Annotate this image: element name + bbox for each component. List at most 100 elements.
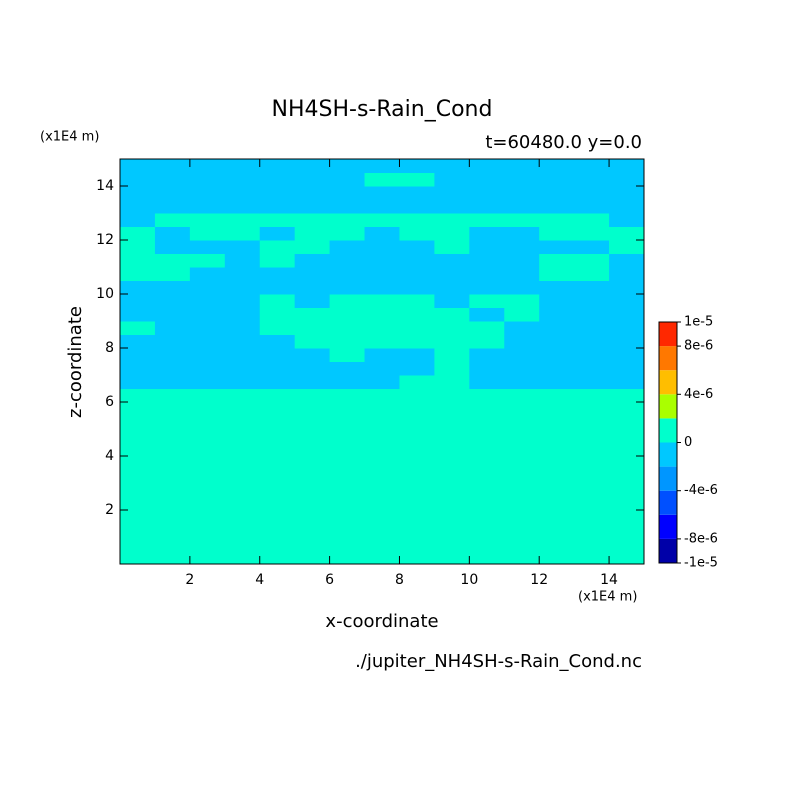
contour-cell [189,159,226,173]
contour-cell [434,280,470,295]
contour-cell [259,348,296,362]
contour-cell [259,240,296,254]
contour-cell [224,442,261,457]
contour-cell [189,240,226,254]
contour-cell [469,348,505,362]
contour-cell [504,429,540,443]
contour-cell [504,172,540,187]
contour-cell [574,240,610,254]
contour-cell [259,267,296,281]
contour-cell [154,280,191,295]
contour-cell [364,294,400,308]
colorbar-segment [659,394,677,419]
contour-cell [434,388,470,403]
contour-cell [120,415,156,430]
contour-cell [469,307,505,322]
contour-cell [294,483,331,497]
contour-cell [609,402,645,416]
contour-cell [224,348,261,362]
contour-cell [224,240,261,254]
contour-cell [434,510,470,524]
contour-cell [504,294,540,308]
contour-cell [329,442,366,457]
contour-cell [259,429,296,443]
contour-cell [224,361,261,376]
contour-cell [399,550,435,565]
contour-cell [574,280,610,295]
contour-cell [294,294,331,308]
contour-cell [120,294,156,308]
contour-cell [364,186,400,200]
contour-cell [539,537,575,551]
contour-cell [364,226,400,241]
contour-cell [504,496,540,511]
contour-cell [399,186,435,200]
contour-cell [224,267,261,281]
contour-cell [224,307,261,322]
contour-cell [364,523,400,538]
contour-cell [154,550,191,565]
contour-cell [364,253,400,268]
contour-cell [504,402,540,416]
contour-cell [399,496,435,511]
contour-cell [399,375,435,389]
footer: ./jupiter_NH4SH-s-Rain_Cond.nc [355,651,642,672]
contour-cell [504,199,540,214]
contour-cell [504,307,540,322]
contour-cell [504,456,540,470]
contour-cell [224,402,261,416]
x-tick-label: 8 [395,572,404,588]
contour-cell [364,375,400,389]
contour-cell [539,307,575,322]
contour-cell [609,456,645,470]
contour-cell [504,361,540,376]
contour-cell [189,334,226,349]
contour-cell [364,280,400,295]
contour-cell [364,361,400,376]
contour-cell [469,429,505,443]
contour-cell [399,429,435,443]
contour-cell [259,510,296,524]
contour-cell [434,253,470,268]
contour-cell [434,442,470,457]
contour-cell [399,172,435,187]
contour-cell [399,483,435,497]
contour-cell [539,213,575,227]
contour-cell [609,361,645,376]
x-tick-label: 12 [530,572,548,588]
contour-cell [539,321,575,335]
contour-cell [329,388,366,403]
contour-cell [434,226,470,241]
contour-cell [364,307,400,322]
contour-cell [399,226,435,241]
contour-cell [154,172,191,187]
contour-cell [504,388,540,403]
contour-cell [469,253,505,268]
x-tick-label: 10 [460,572,478,588]
contour-cell [539,186,575,200]
contour-cell [294,348,331,362]
contour-cell [120,321,156,335]
contour-cell [120,307,156,322]
contour-cell [539,172,575,187]
contour-cell [224,334,261,349]
contour-cell [434,496,470,511]
colorbar-segment [659,322,677,347]
contour-cell [120,199,156,214]
contour-cell [609,186,645,200]
contour-cell [154,415,191,430]
contour-cell [609,550,645,565]
contour-cell [120,388,156,403]
contour-cell [364,402,400,416]
contour-cell [434,294,470,308]
x-unit: (x1E4 m) [578,590,637,605]
contour-cell [539,253,575,268]
contour-cell [329,456,366,470]
contour-cell [574,429,610,443]
colorbar-label: -8e-6 [684,531,718,546]
plot-frame [119,158,645,565]
contour-cell [469,483,505,497]
contour-cell [574,172,610,187]
contour-cell [469,334,505,349]
contour-cell [224,388,261,403]
